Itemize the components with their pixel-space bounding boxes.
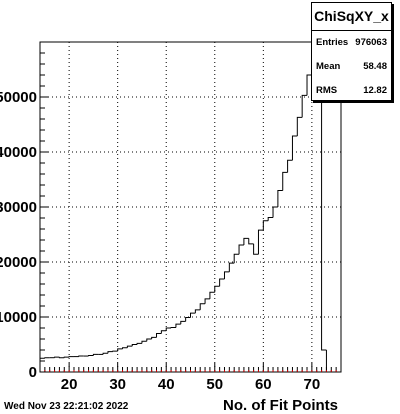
stats-mean-value: 58.48 bbox=[363, 61, 387, 72]
y-tick-label: 40000 bbox=[0, 144, 37, 161]
x-tick-label: 70 bbox=[304, 376, 321, 393]
histogram-bin bbox=[92, 353, 99, 356]
x-axis-title: No. of Fit Points bbox=[223, 397, 338, 414]
histogram-bin bbox=[238, 244, 244, 255]
histogram-bin bbox=[209, 291, 215, 299]
stats-box: ChiSqXY_x Entries 976063 Mean 58.48 RMS … bbox=[311, 2, 392, 101]
histogram-bin bbox=[248, 238, 254, 245]
y-tick-label: 50000 bbox=[0, 89, 37, 106]
histogram-bin bbox=[190, 312, 196, 318]
histogram-bin bbox=[243, 237, 249, 245]
histogram-bin bbox=[68, 356, 74, 358]
stats-entries-row: Entries 976063 bbox=[312, 31, 391, 55]
histogram-bin bbox=[228, 262, 235, 272]
stats-mean-label: Mean bbox=[316, 61, 341, 72]
histogram-bin bbox=[272, 206, 278, 218]
histogram-bin bbox=[117, 348, 123, 352]
histogram-bin bbox=[88, 355, 94, 357]
histogram-bin bbox=[136, 342, 142, 345]
histogram-bin bbox=[146, 338, 152, 342]
histogram-bin bbox=[287, 159, 293, 173]
histogram-bin bbox=[126, 345, 133, 348]
stats-entries-value: 976063 bbox=[355, 37, 387, 48]
histogram-bin bbox=[214, 285, 220, 293]
histogram-bin bbox=[257, 229, 264, 255]
histogram-bin bbox=[63, 356, 70, 358]
histogram-bin bbox=[282, 171, 288, 191]
stats-entries-label: Entries bbox=[316, 37, 349, 48]
axis-ticks bbox=[40, 41, 337, 373]
stats-rms-row: RMS 12.82 bbox=[312, 79, 391, 103]
histogram-bin bbox=[39, 357, 45, 372]
histogram-bin bbox=[141, 340, 147, 344]
histogram-bin bbox=[199, 303, 206, 310]
histogram-bin bbox=[321, 42, 327, 351]
histogram-bin bbox=[170, 326, 176, 328]
histogram-bin bbox=[219, 278, 225, 287]
y-tick-label: 30000 bbox=[0, 199, 37, 216]
stats-rms-label: RMS bbox=[316, 85, 338, 96]
histogram-bin bbox=[296, 116, 303, 137]
y-tick-label: 10000 bbox=[0, 309, 37, 326]
histogram-bin bbox=[175, 323, 181, 328]
x-tick-label: 30 bbox=[109, 376, 126, 393]
histogram-bin bbox=[291, 135, 298, 161]
histogram-bin bbox=[204, 298, 210, 304]
histogram-bin bbox=[185, 317, 191, 322]
histogram-bin bbox=[277, 190, 283, 207]
x-tick-labels: 20 30 40 50 60 70 bbox=[61, 376, 320, 393]
histogram-bin bbox=[58, 357, 65, 359]
x-tick-label: 20 bbox=[61, 376, 78, 393]
x-tick-label: 40 bbox=[158, 376, 175, 393]
histogram-bin bbox=[165, 327, 172, 331]
histogram-bin bbox=[253, 243, 259, 255]
histogram-bin bbox=[102, 352, 108, 355]
histogram-bin bbox=[131, 344, 138, 347]
histogram-bin bbox=[194, 309, 201, 314]
stats-rms-value: 12.82 bbox=[363, 85, 387, 96]
histogram-bin bbox=[306, 74, 312, 96]
histogram-bin bbox=[107, 351, 113, 354]
y-tick-labels: 0 10000 20000 30000 40000 50000 bbox=[0, 89, 37, 381]
histogram-bin bbox=[44, 357, 50, 359]
histogram-bin bbox=[122, 347, 128, 349]
plot-frame bbox=[39, 41, 342, 373]
x-tick-label: 50 bbox=[206, 376, 223, 393]
histogram-bin bbox=[262, 220, 269, 231]
histogram-bin bbox=[160, 330, 167, 334]
histogram-bin bbox=[223, 271, 230, 280]
histogram-bin bbox=[112, 350, 118, 352]
histogram-bin bbox=[301, 94, 308, 118]
histogram-bin bbox=[151, 336, 157, 339]
histogram-bin bbox=[325, 350, 332, 373]
stats-mean-row: Mean 58.48 bbox=[312, 55, 391, 79]
histogram-bin bbox=[54, 356, 60, 358]
histogram-bin bbox=[233, 253, 240, 264]
x-tick-label: 60 bbox=[255, 376, 272, 393]
y-tick-label: 0 bbox=[29, 364, 37, 381]
histogram-bin bbox=[78, 355, 84, 357]
stats-title: ChiSqXY_x bbox=[312, 3, 391, 31]
histogram-bin bbox=[156, 333, 162, 338]
grid-lines bbox=[40, 42, 341, 372]
histogram-bin bbox=[267, 216, 274, 221]
timestamp: Wed Nov 23 22:21:02 2022 bbox=[4, 401, 129, 412]
y-tick-label: 20000 bbox=[0, 254, 37, 271]
histogram-bin bbox=[180, 320, 186, 325]
